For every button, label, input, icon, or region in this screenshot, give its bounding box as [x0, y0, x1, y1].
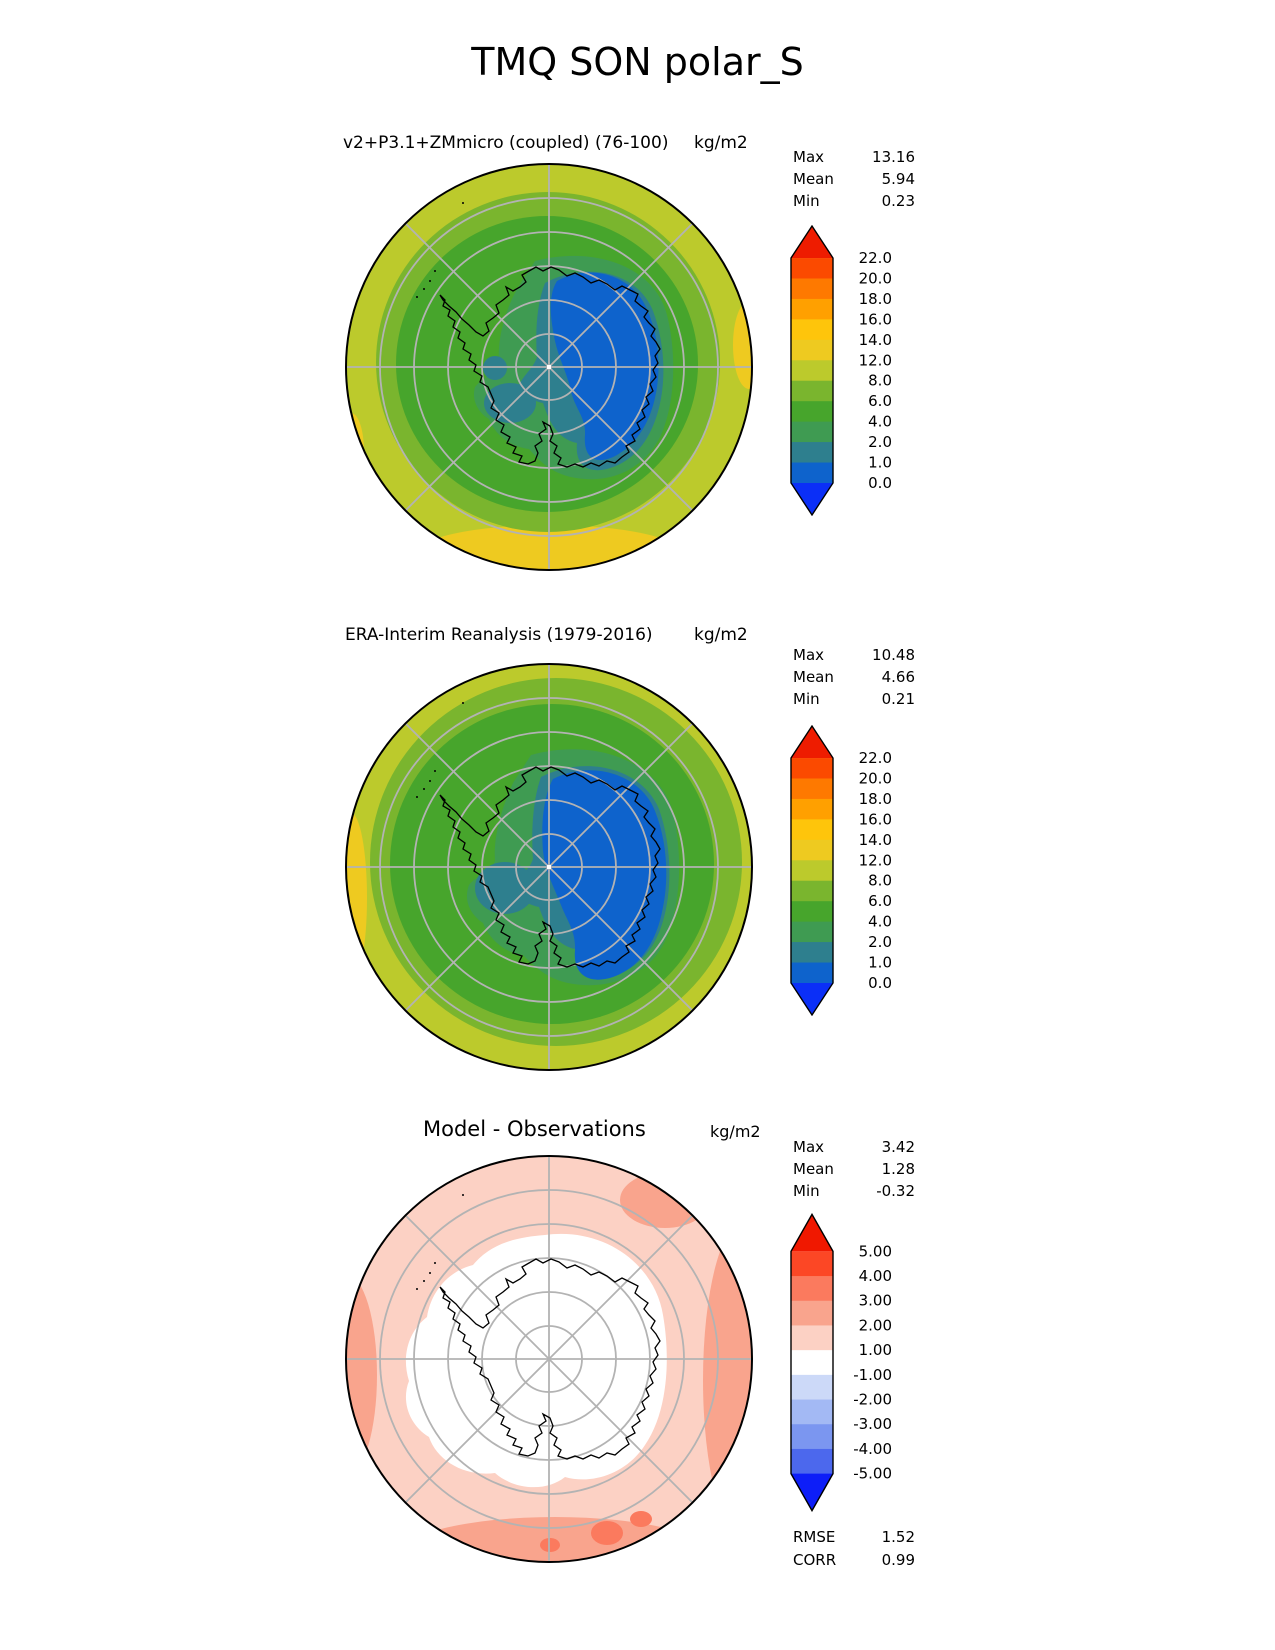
- svg-text:0.0: 0.0: [868, 974, 892, 992]
- svg-text:1.0: 1.0: [868, 454, 892, 472]
- svg-text:14.0: 14.0: [859, 331, 892, 349]
- metric-row: CORR 0.99: [793, 1551, 915, 1569]
- stat-row: Mean 4.66: [793, 668, 915, 686]
- stat-row: Min 0.23: [793, 192, 915, 210]
- panel2-stats: Max 10.48 Mean 4.66 Min 0.21: [793, 644, 915, 710]
- stat-row: Max 3.42: [793, 1138, 915, 1156]
- svg-text:8.0: 8.0: [868, 872, 892, 890]
- svg-text:8.0: 8.0: [868, 372, 892, 390]
- pole-dot: [547, 365, 551, 369]
- panel3-units: kg/m2: [710, 1122, 761, 1141]
- svg-text:2.0: 2.0: [868, 433, 892, 451]
- stat-row: Min 0.21: [793, 690, 915, 708]
- panel2-units: kg/m2: [694, 625, 748, 645]
- page-title: TMQ SON polar_S: [471, 40, 804, 84]
- panel1-units: kg/m2: [694, 133, 748, 153]
- stat-row: Mean 1.28: [793, 1160, 915, 1178]
- svg-text:18.0: 18.0: [859, 290, 892, 308]
- svg-text:4.0: 4.0: [868, 913, 892, 931]
- svg-text:6.0: 6.0: [868, 392, 892, 410]
- colorbar-difference: 5.00 4.00 3.00 2.00 1.00 -1.00 -2.00 -3.00 -4.00…: [790, 1212, 894, 1516]
- panel2-title: ERA-Interim Reanalysis (1979-2016): [345, 625, 653, 645]
- svg-text:-5.00: -5.00: [853, 1465, 892, 1483]
- svg-text:1.0: 1.0: [868, 954, 892, 972]
- graticule: [346, 164, 752, 570]
- panel3-title: Model - Observations: [423, 1117, 646, 1141]
- svg-text:22.0: 22.0: [859, 249, 892, 267]
- svg-text:5.00: 5.00: [859, 1242, 892, 1260]
- coastline: [439, 766, 661, 968]
- map-model: [345, 163, 753, 571]
- svg-text:-2.00: -2.00: [853, 1391, 892, 1409]
- island-dots: [416, 1194, 464, 1290]
- coastline: [439, 1258, 661, 1460]
- svg-text:20.0: 20.0: [859, 769, 892, 787]
- svg-text:22.0: 22.0: [859, 749, 892, 767]
- graticule: [346, 1156, 752, 1562]
- svg-text:4.00: 4.00: [859, 1267, 892, 1285]
- svg-text:16.0: 16.0: [859, 310, 892, 328]
- metric-row: RMSE 1.52: [793, 1528, 915, 1546]
- svg-text:20.0: 20.0: [859, 269, 892, 287]
- svg-text:4.0: 4.0: [868, 413, 892, 431]
- island-dots: [416, 202, 464, 298]
- svg-text:2.0: 2.0: [868, 933, 892, 951]
- map-difference: [345, 1155, 753, 1563]
- stat-row: Mean 5.94: [793, 170, 915, 188]
- svg-text:2.00: 2.00: [859, 1316, 892, 1334]
- coastline: [439, 266, 661, 468]
- map-observation: [345, 663, 753, 1071]
- stat-row: Min -0.32: [793, 1182, 915, 1200]
- svg-text:-4.00: -4.00: [853, 1440, 892, 1458]
- svg-text:12.0: 12.0: [859, 351, 892, 369]
- panel1-title: v2+P3.1+ZMmicro (coupled) (76-100): [343, 133, 669, 153]
- svg-text:-3.00: -3.00: [853, 1415, 892, 1433]
- svg-text:-1.00: -1.00: [853, 1366, 892, 1384]
- svg-text:6.0: 6.0: [868, 892, 892, 910]
- pole-dot: [547, 865, 551, 869]
- svg-text:1.00: 1.00: [859, 1341, 892, 1359]
- stat-row: Max 13.16: [793, 148, 915, 166]
- panel1-stats: Max 13.16 Mean 5.94 Min 0.23: [793, 146, 915, 212]
- svg-text:16.0: 16.0: [859, 810, 892, 828]
- svg-text:12.0: 12.0: [859, 851, 892, 869]
- colorbar-model: 22.0 20.0 18.0 16.0 14.0 12.0 8.0 6.0 4.0 2.0 1.0 0…: [790, 224, 894, 520]
- svg-text:0.0: 0.0: [868, 474, 892, 492]
- island-dots: [416, 702, 464, 798]
- svg-text:18.0: 18.0: [859, 790, 892, 808]
- stat-row: Max 10.48: [793, 646, 915, 664]
- svg-text:3.00: 3.00: [859, 1292, 892, 1310]
- colorbar-observation: 22.0 20.0 18.0 16.0 14.0 12.0 8.0 6.0 4.0 2.0 1.0 0…: [790, 724, 894, 1020]
- panel3-metrics: RMSE 1.52 CORR 0.99: [793, 1526, 915, 1572]
- panel3-stats: Max 3.42 Mean 1.28 Min -0.32: [793, 1136, 915, 1202]
- svg-text:14.0: 14.0: [859, 831, 892, 849]
